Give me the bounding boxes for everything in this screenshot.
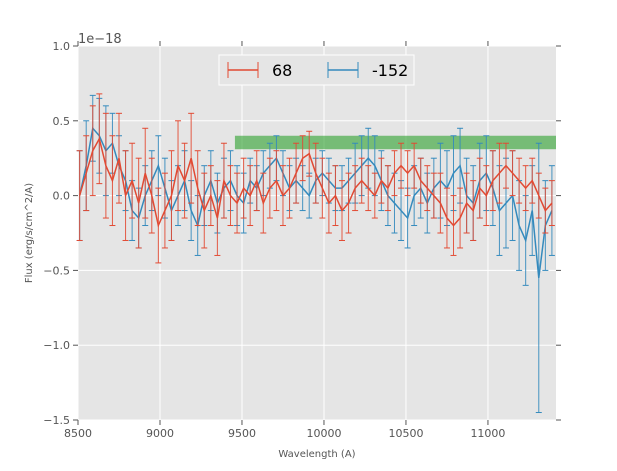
legend: 68 -152	[218, 54, 415, 86]
x-axis-label: Wavelength (A)	[278, 449, 355, 460]
legend-label-0: 68	[272, 61, 292, 80]
y-tick-label: 0.5	[53, 115, 71, 128]
highlight-band	[234, 135, 557, 150]
y-tick-label: 0.0	[53, 190, 71, 203]
series-line	[78, 136, 553, 228]
y-tick-label: −0.5	[43, 264, 70, 277]
x-tick-label: 10500	[388, 427, 423, 440]
x-tick-label: 9000	[146, 427, 174, 440]
y-tick-label: −1.5	[43, 414, 70, 427]
x-tick-label: 9500	[228, 427, 256, 440]
plot-background	[78, 46, 556, 420]
axes: 8500 9000 9500 10000 10500 11000 −1.5 −1.0 −0.5 0…	[43, 40, 561, 440]
x-tick-label: 8500	[64, 427, 92, 440]
series-group	[76, 93, 555, 414]
y-tick-label: −1.0	[43, 339, 70, 352]
y-tick-label: 1.0	[53, 40, 71, 53]
band-rect	[234, 135, 557, 150]
y-axis-label: Flux (erg/s/cm^2/A)	[24, 183, 35, 283]
legend-label-1: -152	[372, 61, 408, 80]
x-tick-label: 10000	[306, 427, 341, 440]
offset-text: 1e−18	[78, 32, 122, 47]
x-tick-label: 11000	[470, 427, 505, 440]
series-0	[76, 93, 555, 264]
